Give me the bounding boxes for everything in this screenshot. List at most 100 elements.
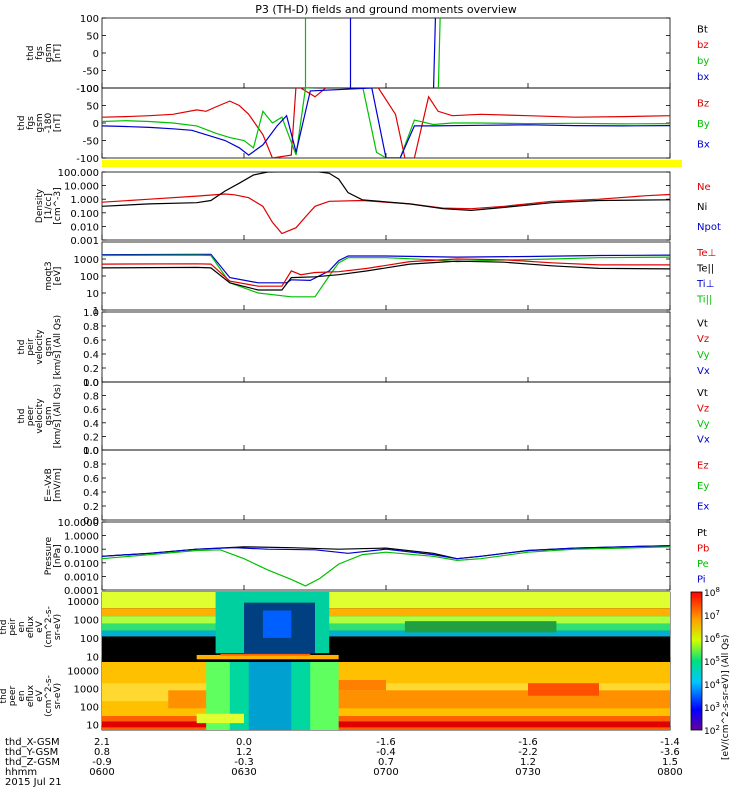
panel-frame-peir-v (101, 311, 671, 383)
colorbar-tick: 108 (704, 586, 720, 599)
ylabel-line: gsm (35, 113, 45, 132)
legend-Vz: Vz (697, 334, 709, 345)
ylabel-line: fgs (26, 116, 36, 130)
ylabel-line: [1/cc] (44, 193, 54, 219)
ylabel-line: eflux (26, 684, 36, 707)
ylabel-density: Density[1/cc][cm^-3] (35, 187, 63, 224)
ylabel-line: [eV] (53, 267, 63, 286)
colorbar-tick: 103 (704, 701, 720, 714)
ytick-label: 0.0 (83, 378, 99, 389)
legend-Ey: Ey (697, 481, 709, 492)
date-label: 2015 Jul 21 (5, 777, 62, 788)
ylabel-line: [cm^-3] (53, 187, 63, 224)
legend-Ex: Ex (697, 502, 709, 513)
series-line-Pi (102, 545, 670, 560)
spec-band (102, 721, 670, 728)
ytick-label: 0.0 (83, 446, 99, 457)
ylabel-line: Density (35, 188, 45, 223)
ytick-label: 0.100 (70, 209, 99, 220)
ytick-label: 0.8 (83, 322, 99, 333)
legend-Pb: Pb (697, 543, 709, 554)
ytick-label: 1.0 (83, 378, 99, 389)
spec-band (102, 623, 670, 631)
spec-band (528, 683, 599, 696)
colorbar-tick: 102 (704, 724, 720, 737)
colorbar-tick-exp: 5 (715, 655, 719, 663)
ephem-row-label: hhmm (5, 767, 37, 778)
ephem-row-label: thd_X-GSM (5, 737, 60, 748)
ylabel-line: [nPa] (53, 544, 63, 567)
ytick-label: 0.4 (83, 350, 99, 361)
ytick-label: 10 (86, 652, 99, 663)
ylabel-line: thd (17, 340, 27, 355)
ylabel-line: en (17, 690, 27, 701)
spec-band (220, 653, 311, 656)
time-tick-label: 0700 (373, 767, 398, 778)
colorbar-label: [eV/(cm^2-s-sr-eV)] (All Qs) (721, 635, 731, 760)
ylabel-line: -180 (44, 113, 54, 134)
series-line-Te⊥ (102, 258, 670, 287)
ytick-label: -100 (76, 154, 99, 165)
legend-Npot: Npot (697, 222, 721, 233)
ytick-label: 100.000 (58, 168, 99, 179)
ylabel-line: thd (17, 116, 27, 131)
spec-band (102, 592, 670, 609)
ytick-label: 0 (93, 49, 99, 60)
legend-Pt: Pt (697, 528, 707, 539)
spec-band (196, 713, 244, 724)
legend-Bx: Bx (697, 140, 710, 151)
ylabel-fgs-dsl: thdfgsgsm-180[nT] (17, 113, 63, 134)
ephem-y-value: -2.2 (518, 747, 538, 758)
colorbar-tick: 104 (704, 678, 720, 691)
colorbar-tick: 107 (704, 609, 720, 622)
ytick-label: 10.000 (64, 182, 99, 193)
series-line-Bt (437, 18, 441, 88)
ylabel-efield: E=-VxB[mV/m] (44, 468, 63, 502)
series-line-Pe (102, 546, 670, 587)
legend-Te⊥: Te⊥ (696, 248, 716, 259)
ephem-z-value: -0.9 (92, 757, 112, 768)
panel-frame-fgs (101, 17, 671, 89)
legend-Vy: Vy (697, 419, 710, 430)
ytick-label: 0.0 (83, 516, 99, 527)
ytick-label: 1000 (74, 615, 99, 626)
ylabel-line: peir (8, 618, 18, 636)
ylabel-line: gsm (44, 406, 54, 425)
series-line-Ne (102, 193, 670, 235)
legend-Vt: Vt (697, 318, 708, 329)
colorbar-tick-exp: 8 (715, 586, 719, 594)
time-tick-label: 0600 (89, 767, 114, 778)
ytick-label: -100 (76, 84, 99, 95)
series-line-Ti⊥ (102, 253, 670, 284)
series-line-Bx (102, 88, 670, 158)
colorbar-tick-exp: 3 (715, 701, 719, 709)
colorbar-tick: 105 (704, 655, 720, 668)
ytick-label: -50 (83, 137, 99, 148)
legend-Bt: Bt (697, 24, 708, 35)
time-tick-label: 0630 (231, 767, 256, 778)
spec-band (404, 621, 557, 633)
series-line-Te|| (102, 260, 670, 291)
ylabel-line: en (17, 621, 27, 632)
ytick-label: 50 (86, 32, 99, 43)
spectrogram-layer (102, 592, 670, 730)
ytick-label: 100 (80, 272, 99, 283)
series-line-By (102, 88, 670, 158)
ylabel-temp: moqt3[eV] (44, 261, 63, 290)
ytick-label: 50 (86, 102, 99, 113)
legend-bx: bx (697, 72, 709, 83)
ytick-label: 0.6 (83, 405, 99, 416)
ytick-label: 0.2 (83, 502, 99, 513)
ylabel-line: velocity (35, 398, 45, 434)
ylabel-line: (cm^2-s- (44, 675, 54, 717)
ytick-label: 1000 (74, 685, 99, 696)
ephem-z-value: -0.3 (234, 757, 254, 768)
ephem-x-value: -1.6 (518, 737, 538, 748)
panel-frame-efield (101, 449, 671, 521)
ephem-x-value: 2.1 (94, 737, 110, 748)
ylabel-line: thd (0, 620, 9, 635)
ylabel-line: fgs (35, 46, 45, 60)
ytick-label: 0.6 (83, 336, 99, 347)
ytick-label: 0.2 (83, 364, 99, 375)
ytick-label: 0.0100 (64, 559, 99, 570)
